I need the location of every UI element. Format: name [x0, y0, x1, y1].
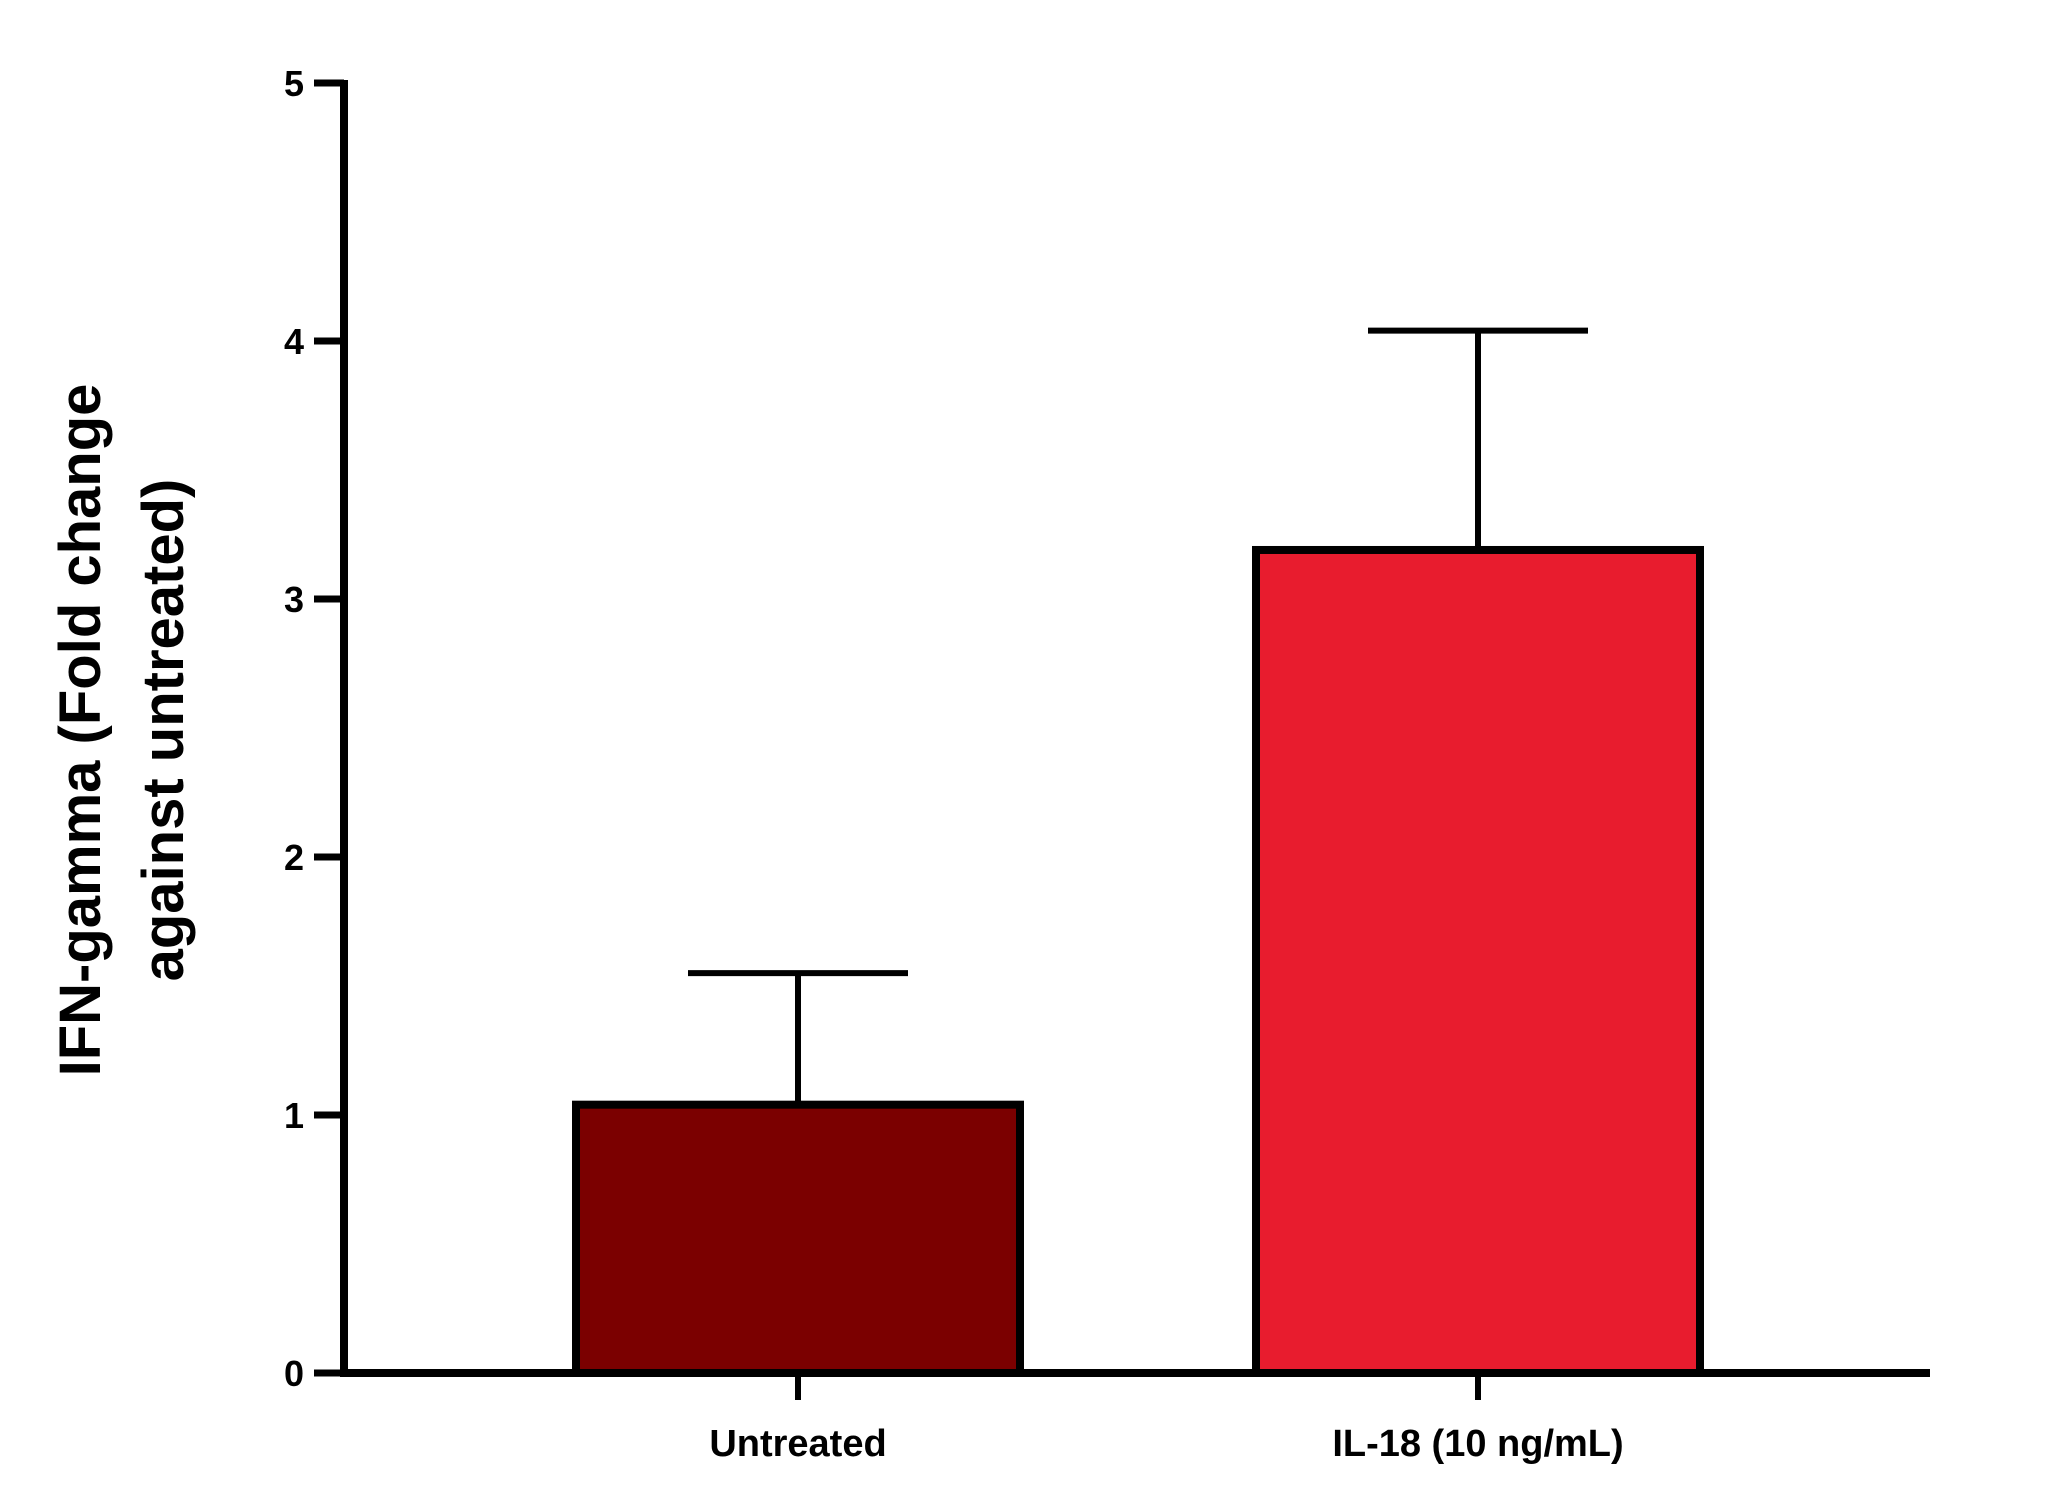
bar: [572, 1100, 1024, 1378]
y-ticks-group: 0 1 2 3 4 5: [284, 63, 344, 1394]
y-tick-label: 4: [284, 321, 304, 362]
y-tick-label: 0: [284, 1353, 304, 1394]
y-tick-label: 2: [284, 837, 304, 878]
bar: [1252, 545, 1704, 1377]
x-tick-label: Untreated: [709, 1423, 886, 1465]
y-axis-title-line-1: IFN-gamma (Fold change: [48, 384, 113, 1077]
error-bars-group: [688, 327, 1588, 1105]
y-tick-label: 1: [284, 1095, 304, 1136]
axes-group: [340, 80, 1930, 1377]
x-tick-label: IL-18 (10 ng/mL): [1332, 1423, 1623, 1465]
y-axis-title: IFN-gamma (Fold change against untreated…: [48, 384, 196, 1077]
y-tick-label: 3: [284, 579, 304, 620]
bars-group: [572, 545, 1704, 1378]
y-axis-title-line-2: against untreated): [131, 479, 196, 982]
y-tick-label: 5: [284, 63, 304, 104]
x-ticks-group: Untreated IL-18 (10 ng/mL): [709, 1373, 1624, 1465]
